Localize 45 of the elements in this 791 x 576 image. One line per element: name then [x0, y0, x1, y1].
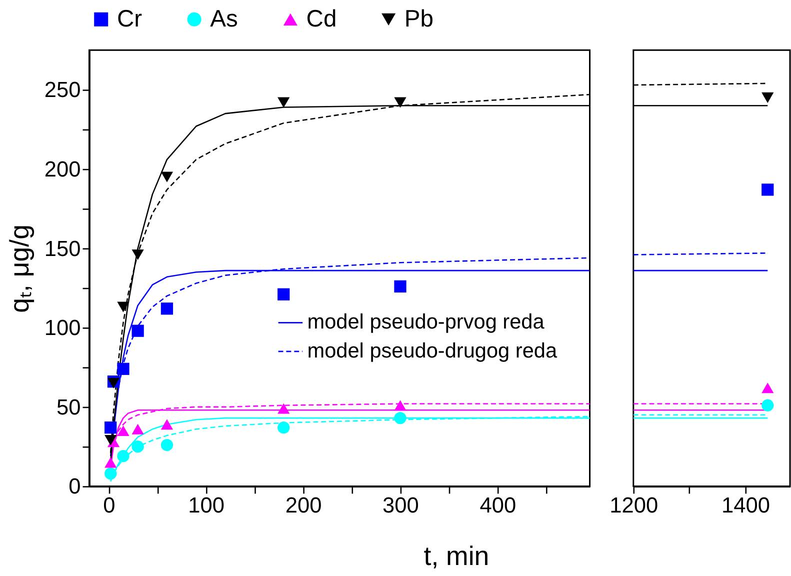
y-tick-label: 50 [56, 394, 81, 420]
point [278, 422, 290, 434]
x-tick-label: 200 [285, 492, 322, 518]
x-tick-label: 100 [188, 492, 225, 518]
x-tick-label: 1400 [722, 492, 770, 518]
point [278, 288, 290, 300]
legend-label: As [210, 5, 238, 32]
point [117, 450, 130, 462]
point [117, 425, 130, 436]
y-tick-label: 0 [68, 474, 81, 499]
x-tick-label: 0 [103, 492, 116, 518]
point [394, 412, 406, 424]
point [160, 438, 174, 452]
x-tick-label: 1200 [610, 492, 658, 518]
point [117, 362, 130, 375]
x-axis-title: t, min [424, 541, 490, 572]
point [394, 280, 406, 292]
legend-label: Cd [306, 5, 337, 32]
legend-label: model pseudo-drugog reda [307, 339, 558, 362]
legend-label: model pseudo-prvog reda [307, 310, 545, 334]
x-tick-label: 300 [382, 492, 419, 518]
point [104, 468, 117, 480]
y-tick-label: 250 [44, 77, 81, 102]
point [278, 97, 290, 108]
point [394, 400, 406, 411]
legend-label: Cr [116, 5, 142, 32]
y-tick-label: 150 [44, 236, 81, 261]
y-axis-title: qₜ, μg/g [4, 224, 35, 313]
x-tick-label: 400 [480, 492, 516, 518]
point [160, 419, 174, 430]
y-tick-label: 100 [44, 315, 81, 340]
point [132, 324, 144, 337]
point [160, 302, 174, 315]
point [132, 249, 144, 260]
point [132, 424, 144, 434]
point [104, 422, 117, 434]
point [117, 302, 130, 312]
point [394, 97, 406, 108]
legend-label: Pb [404, 5, 434, 32]
point [104, 435, 117, 446]
point [160, 172, 174, 182]
point [104, 457, 117, 468]
y-tick-label: 200 [44, 156, 81, 182]
point [278, 403, 290, 414]
point [132, 440, 144, 453]
